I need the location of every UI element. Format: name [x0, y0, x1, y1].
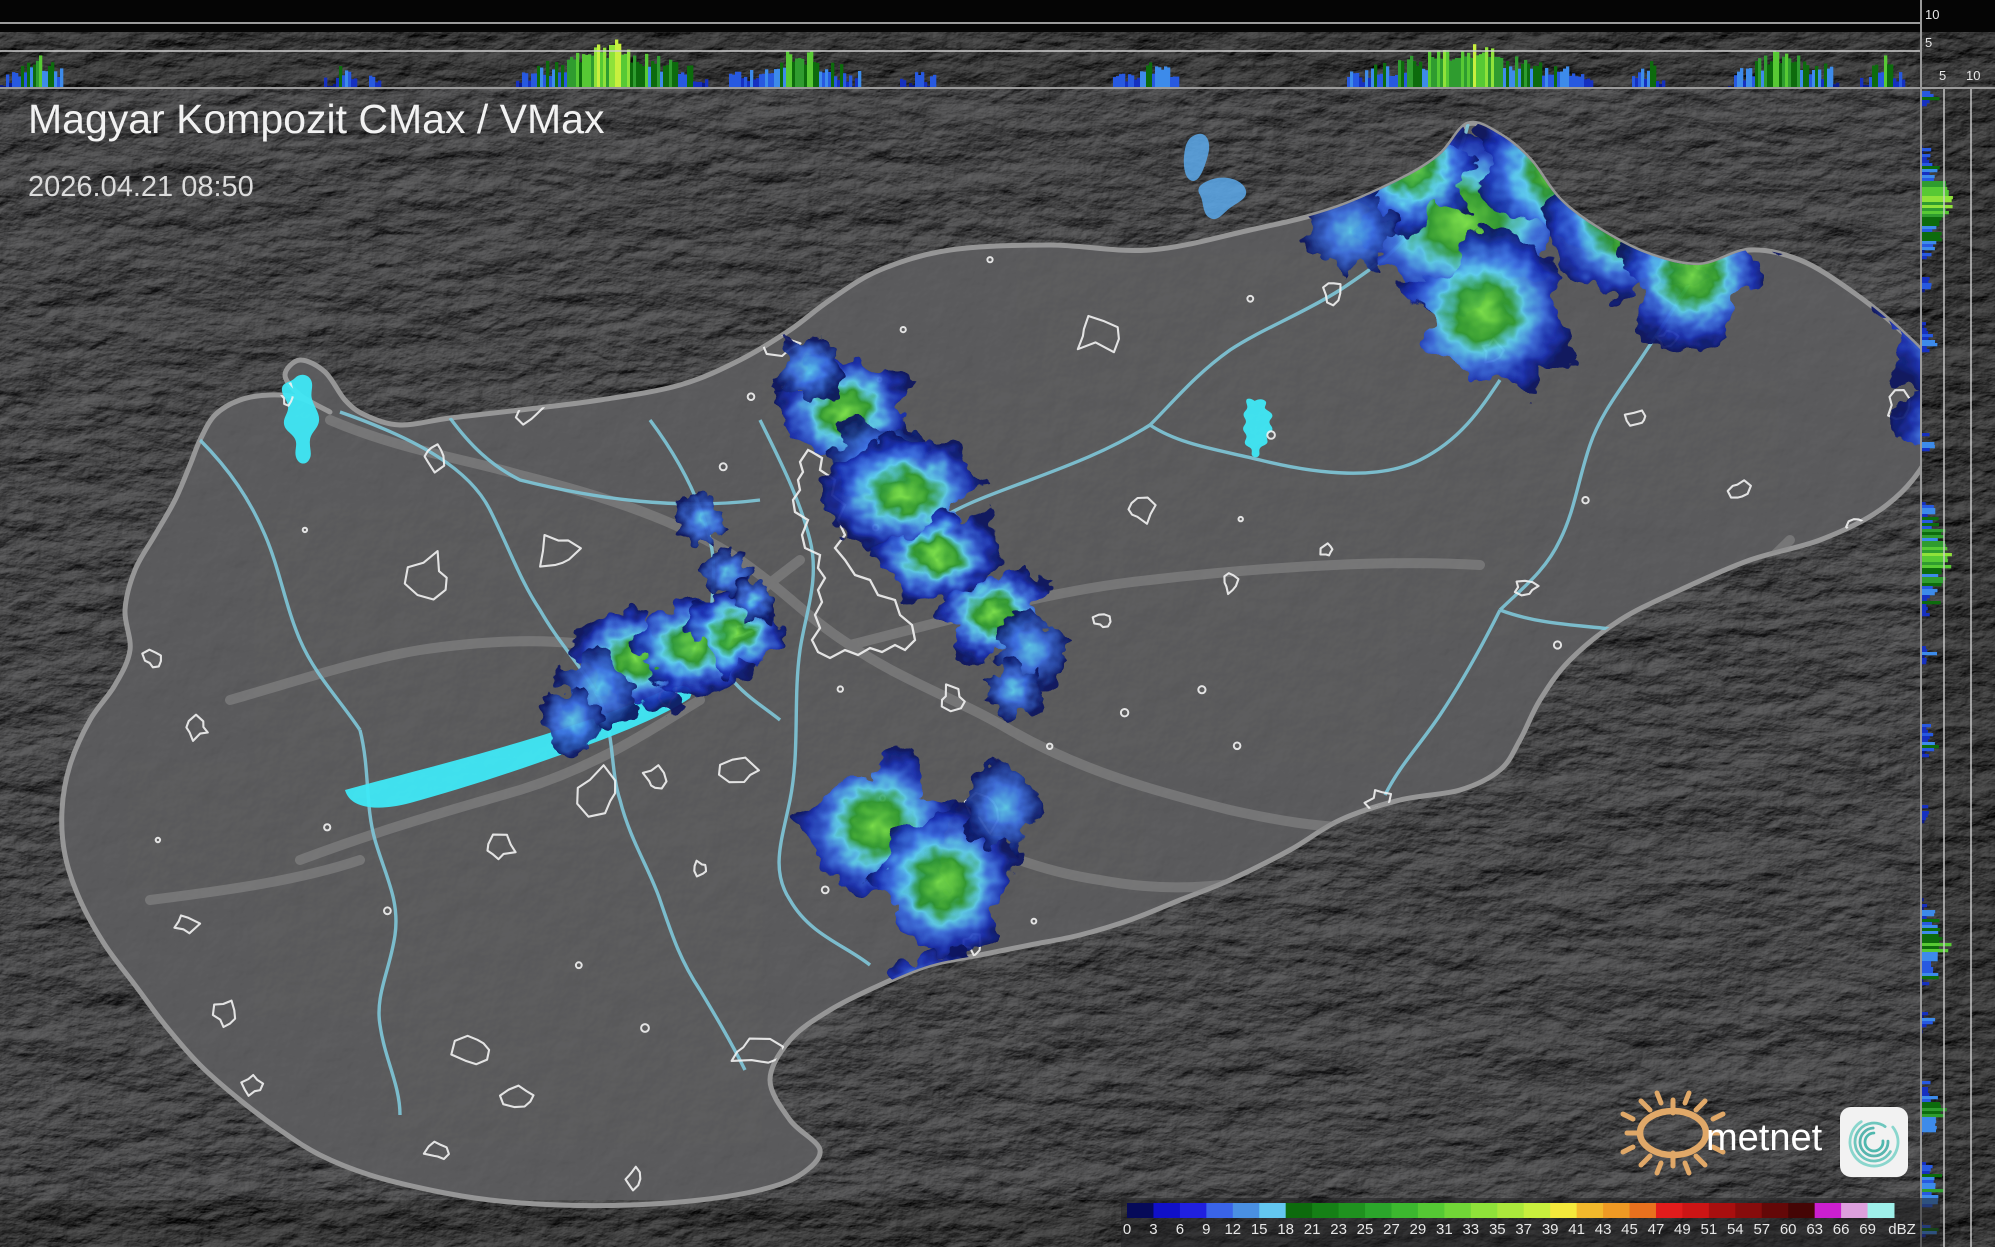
svg-text:31: 31 [1436, 1221, 1453, 1238]
svg-text:66: 66 [1833, 1221, 1850, 1238]
svg-text:49: 49 [1674, 1221, 1691, 1238]
svg-text:27: 27 [1383, 1221, 1400, 1238]
svg-text:metnet: metnet [1706, 1117, 1823, 1159]
svg-text:6: 6 [1176, 1221, 1184, 1238]
svg-text:51: 51 [1701, 1221, 1718, 1238]
svg-text:57: 57 [1753, 1221, 1770, 1238]
svg-text:0: 0 [1123, 1221, 1131, 1238]
svg-text:63: 63 [1806, 1221, 1823, 1238]
svg-text:dBZ: dBZ [1888, 1221, 1916, 1238]
svg-text:25: 25 [1357, 1221, 1374, 1238]
svg-text:2026.04.21 08:50: 2026.04.21 08:50 [28, 171, 254, 203]
svg-text:Magyar Kompozit CMax / VMax: Magyar Kompozit CMax / VMax [28, 96, 605, 142]
svg-text:9: 9 [1202, 1221, 1210, 1238]
svg-text:60: 60 [1780, 1221, 1797, 1238]
svg-text:54: 54 [1727, 1221, 1744, 1238]
svg-text:39: 39 [1542, 1221, 1559, 1238]
svg-text:18: 18 [1277, 1221, 1294, 1238]
svg-text:33: 33 [1462, 1221, 1479, 1238]
svg-text:37: 37 [1515, 1221, 1532, 1238]
svg-text:69: 69 [1859, 1221, 1876, 1238]
svg-text:5: 5 [1939, 68, 1946, 83]
svg-text:10: 10 [1925, 7, 1939, 22]
svg-text:15: 15 [1251, 1221, 1268, 1238]
svg-text:43: 43 [1595, 1221, 1612, 1238]
svg-text:35: 35 [1489, 1221, 1506, 1238]
svg-text:41: 41 [1568, 1221, 1585, 1238]
svg-text:3: 3 [1149, 1221, 1157, 1238]
svg-text:21: 21 [1304, 1221, 1321, 1238]
svg-text:10: 10 [1966, 68, 1980, 83]
svg-text:45: 45 [1621, 1221, 1638, 1238]
svg-text:23: 23 [1330, 1221, 1347, 1238]
svg-text:5: 5 [1925, 35, 1932, 50]
svg-text:29: 29 [1410, 1221, 1427, 1238]
svg-text:12: 12 [1224, 1221, 1241, 1238]
svg-text:47: 47 [1648, 1221, 1665, 1238]
